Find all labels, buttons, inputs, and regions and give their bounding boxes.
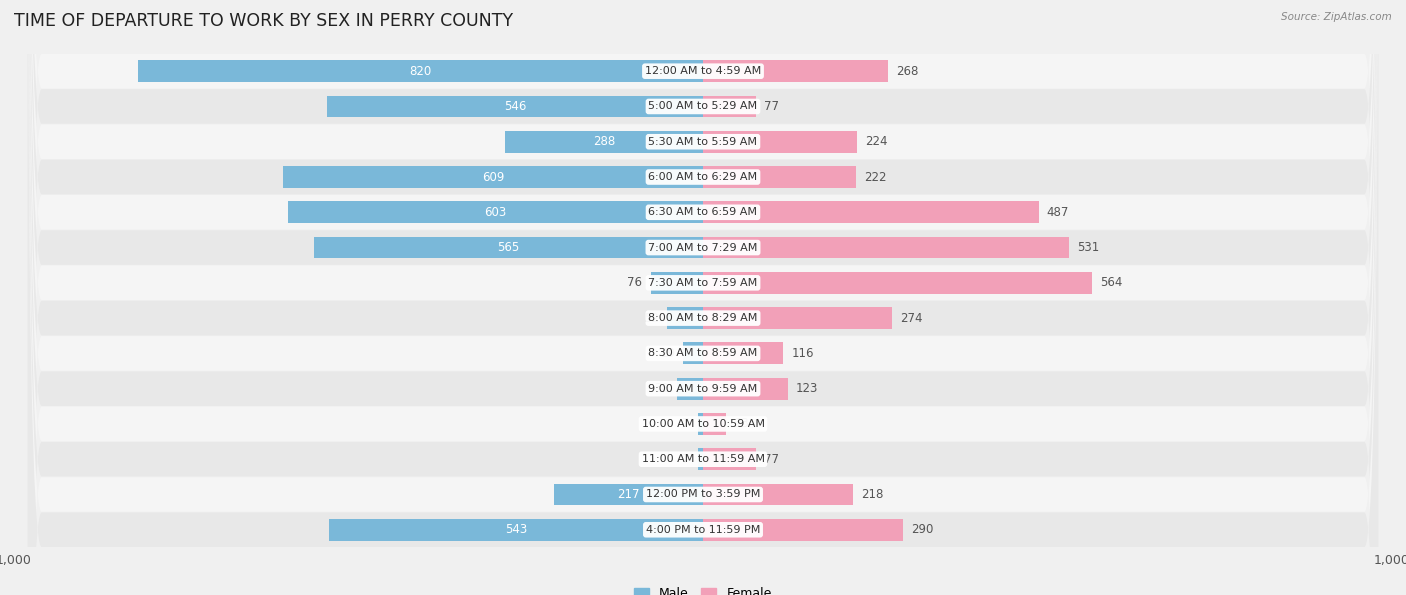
Text: 33: 33 bbox=[734, 418, 749, 430]
Text: 7: 7 bbox=[682, 453, 690, 466]
Text: 38: 38 bbox=[654, 382, 669, 395]
Bar bbox=[314, 237, 703, 258]
Bar bbox=[683, 343, 703, 364]
Bar bbox=[703, 272, 1091, 294]
Text: 76: 76 bbox=[627, 276, 643, 289]
Text: 8:00 AM to 8:29 AM: 8:00 AM to 8:29 AM bbox=[648, 313, 758, 323]
Bar bbox=[329, 519, 703, 541]
Text: 543: 543 bbox=[505, 523, 527, 536]
Text: 77: 77 bbox=[765, 100, 779, 113]
Bar bbox=[703, 378, 787, 400]
Text: 9:00 AM to 9:59 AM: 9:00 AM to 9:59 AM bbox=[648, 384, 758, 394]
Text: 77: 77 bbox=[765, 453, 779, 466]
Bar bbox=[505, 131, 703, 153]
FancyBboxPatch shape bbox=[28, 0, 1378, 595]
Text: 820: 820 bbox=[409, 65, 432, 78]
Text: 546: 546 bbox=[503, 100, 526, 113]
Text: 7:30 AM to 7:59 AM: 7:30 AM to 7:59 AM bbox=[648, 278, 758, 288]
Text: 7: 7 bbox=[682, 418, 690, 430]
FancyBboxPatch shape bbox=[28, 0, 1378, 595]
Bar bbox=[138, 60, 703, 82]
Bar bbox=[703, 307, 891, 329]
Bar bbox=[651, 272, 703, 294]
FancyBboxPatch shape bbox=[28, 0, 1378, 595]
Bar bbox=[703, 131, 858, 153]
Text: 52: 52 bbox=[644, 312, 659, 325]
Text: 274: 274 bbox=[900, 312, 922, 325]
Text: 268: 268 bbox=[896, 65, 918, 78]
Bar bbox=[703, 343, 783, 364]
Text: 487: 487 bbox=[1047, 206, 1069, 219]
Bar bbox=[699, 448, 703, 470]
Text: 29: 29 bbox=[659, 347, 675, 360]
FancyBboxPatch shape bbox=[28, 0, 1378, 595]
FancyBboxPatch shape bbox=[28, 0, 1378, 595]
Bar bbox=[703, 448, 756, 470]
Text: 8:30 AM to 8:59 AM: 8:30 AM to 8:59 AM bbox=[648, 349, 758, 358]
Bar bbox=[699, 413, 703, 435]
Text: 564: 564 bbox=[1099, 276, 1122, 289]
Text: 7:00 AM to 7:29 AM: 7:00 AM to 7:29 AM bbox=[648, 243, 758, 252]
Text: Source: ZipAtlas.com: Source: ZipAtlas.com bbox=[1281, 12, 1392, 22]
Text: 531: 531 bbox=[1077, 241, 1099, 254]
Text: 603: 603 bbox=[484, 206, 506, 219]
FancyBboxPatch shape bbox=[28, 0, 1378, 595]
Text: 290: 290 bbox=[911, 523, 934, 536]
Bar bbox=[288, 201, 703, 223]
FancyBboxPatch shape bbox=[28, 0, 1378, 595]
Bar bbox=[703, 96, 756, 117]
FancyBboxPatch shape bbox=[28, 0, 1378, 595]
Bar bbox=[703, 519, 903, 541]
Text: 5:30 AM to 5:59 AM: 5:30 AM to 5:59 AM bbox=[648, 137, 758, 147]
Bar bbox=[703, 413, 725, 435]
Text: 116: 116 bbox=[792, 347, 814, 360]
Bar bbox=[668, 307, 703, 329]
FancyBboxPatch shape bbox=[28, 0, 1378, 595]
Bar bbox=[676, 378, 703, 400]
Text: 12:00 AM to 4:59 AM: 12:00 AM to 4:59 AM bbox=[645, 66, 761, 76]
Text: 4:00 PM to 11:59 PM: 4:00 PM to 11:59 PM bbox=[645, 525, 761, 535]
Text: 6:30 AM to 6:59 AM: 6:30 AM to 6:59 AM bbox=[648, 207, 758, 217]
Text: 6:00 AM to 6:29 AM: 6:00 AM to 6:29 AM bbox=[648, 172, 758, 182]
Bar bbox=[703, 201, 1039, 223]
Bar bbox=[703, 237, 1069, 258]
Text: 10:00 AM to 10:59 AM: 10:00 AM to 10:59 AM bbox=[641, 419, 765, 429]
Bar bbox=[326, 96, 703, 117]
Text: 123: 123 bbox=[796, 382, 818, 395]
FancyBboxPatch shape bbox=[28, 0, 1378, 595]
FancyBboxPatch shape bbox=[28, 0, 1378, 595]
FancyBboxPatch shape bbox=[28, 0, 1378, 595]
Text: 565: 565 bbox=[498, 241, 519, 254]
Text: 224: 224 bbox=[866, 135, 889, 148]
Bar bbox=[284, 166, 703, 188]
Text: 217: 217 bbox=[617, 488, 640, 501]
FancyBboxPatch shape bbox=[28, 0, 1378, 595]
FancyBboxPatch shape bbox=[28, 0, 1378, 595]
Text: 288: 288 bbox=[593, 135, 614, 148]
Bar bbox=[703, 60, 887, 82]
Text: 609: 609 bbox=[482, 171, 505, 183]
Text: 5:00 AM to 5:29 AM: 5:00 AM to 5:29 AM bbox=[648, 102, 758, 111]
Bar bbox=[703, 166, 856, 188]
Bar bbox=[554, 484, 703, 505]
Legend: Male, Female: Male, Female bbox=[634, 587, 772, 595]
Text: TIME OF DEPARTURE TO WORK BY SEX IN PERRY COUNTY: TIME OF DEPARTURE TO WORK BY SEX IN PERR… bbox=[14, 12, 513, 30]
Text: 222: 222 bbox=[865, 171, 887, 183]
Text: 11:00 AM to 11:59 AM: 11:00 AM to 11:59 AM bbox=[641, 454, 765, 464]
Text: 12:00 PM to 3:59 PM: 12:00 PM to 3:59 PM bbox=[645, 490, 761, 499]
Text: 218: 218 bbox=[862, 488, 884, 501]
Bar bbox=[703, 484, 853, 505]
